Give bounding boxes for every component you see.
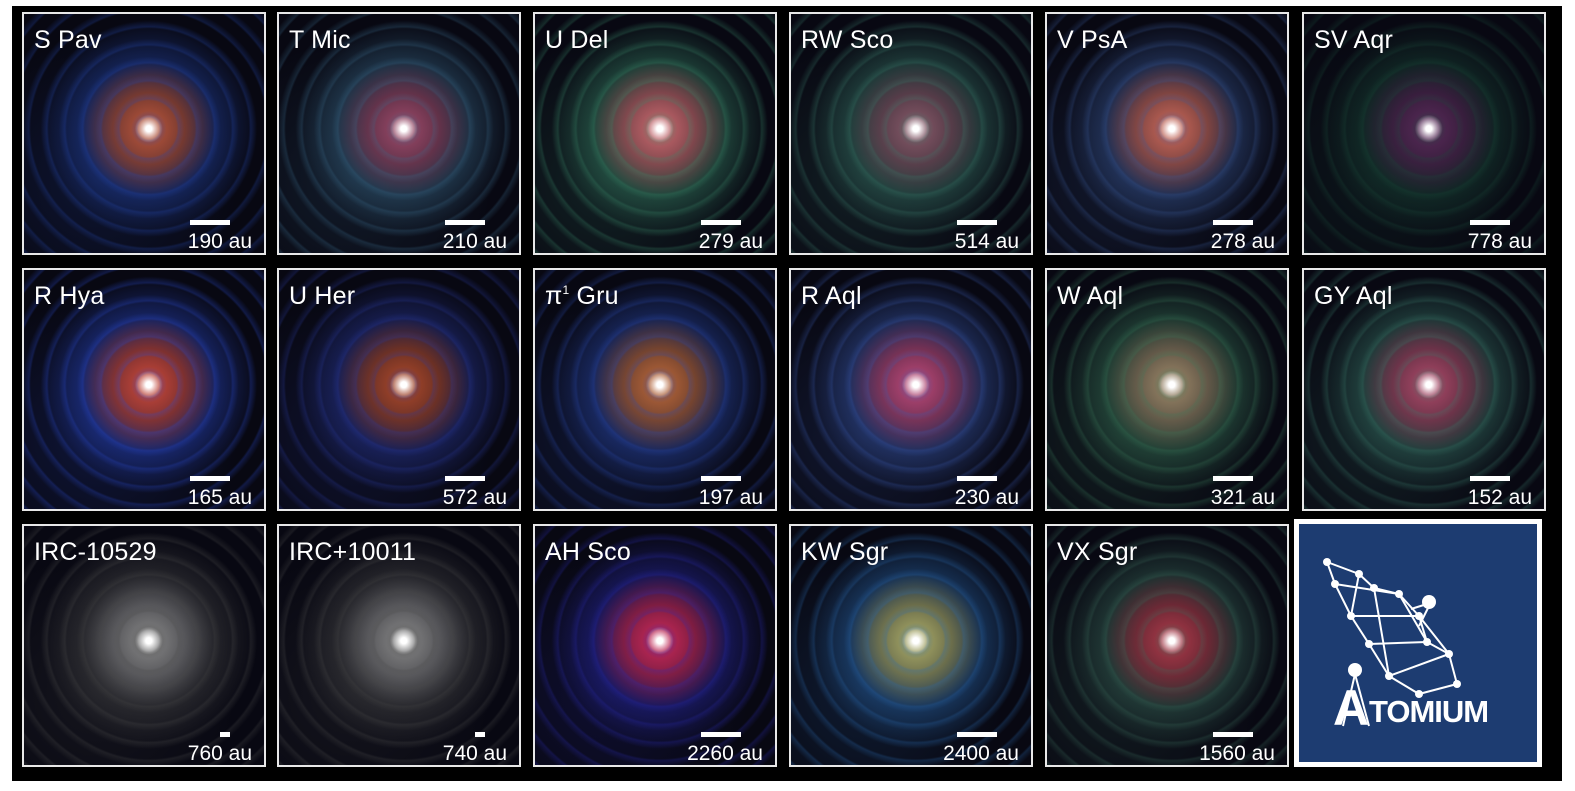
scale-bar — [190, 476, 230, 481]
nebula-image — [279, 270, 519, 509]
nebula-image — [1047, 526, 1287, 765]
nebula-image — [24, 14, 264, 253]
nebula-image — [1047, 14, 1287, 253]
star-panel: S Pav 190 au — [22, 12, 266, 255]
star-panel: W Aql 321 au — [1045, 268, 1289, 511]
scale-bar — [220, 732, 230, 737]
nebula-image — [791, 14, 1031, 253]
star-panel: V PsA 278 au — [1045, 12, 1289, 255]
star-name-label: U Her — [289, 282, 356, 310]
star-panel: R Aql 230 au — [789, 268, 1033, 511]
star-panel: KW Sgr 2400 au — [789, 524, 1033, 767]
scale-label: 2260 au — [687, 742, 763, 765]
star-panel: π1 Gru 197 au — [533, 268, 777, 511]
scale-bar — [1213, 732, 1253, 737]
scale-bar — [701, 732, 741, 737]
scale-label: 210 au — [442, 230, 507, 253]
atomium-logo: A TOMIUM — [1294, 519, 1542, 767]
scale-label: 321 au — [1210, 486, 1275, 509]
star-name-label: IRC-10529 — [34, 538, 157, 566]
nebula-image — [535, 526, 775, 765]
star-name-label: GY Aql — [1314, 282, 1393, 310]
star-panel: U Del 279 au — [533, 12, 777, 255]
star-panel: AH Sco 2260 au — [533, 524, 777, 767]
nebula-image — [791, 526, 1031, 765]
scale-bar — [701, 220, 741, 225]
star-panel: IRC+10011 740 au — [277, 524, 521, 767]
logo-wordmark: TOMIUM — [1369, 694, 1489, 729]
scale-label: 152 au — [1467, 486, 1532, 509]
star-name-label: SV Aqr — [1314, 26, 1394, 54]
star-name-label: KW Sgr — [801, 538, 889, 566]
scale-bar — [190, 220, 230, 225]
star-name-label: W Aql — [1057, 282, 1124, 310]
logo-letter-a: A — [1333, 680, 1370, 736]
scale-label: 514 au — [954, 230, 1019, 253]
scale-label: 760 au — [187, 742, 252, 765]
scale-bar — [957, 220, 997, 225]
star-name-label: R Hya — [34, 282, 105, 310]
star-panel: SV Aqr 778 au — [1302, 12, 1546, 255]
scale-bar — [957, 732, 997, 737]
nebula-image — [279, 526, 519, 765]
star-name-label: VX Sgr — [1057, 538, 1138, 566]
nebula-image — [1047, 270, 1287, 509]
star-panel: R Hya 165 au — [22, 268, 266, 511]
star-panel: U Her 572 au — [277, 268, 521, 511]
scale-label: 165 au — [187, 486, 252, 509]
scale-label: 279 au — [698, 230, 763, 253]
scale-label: 2400 au — [943, 742, 1019, 765]
star-panel: T Mic 210 au — [277, 12, 521, 255]
star-name-label: T Mic — [289, 26, 351, 54]
star-name-label: V PsA — [1057, 26, 1128, 54]
star-panel: RW Sco 514 au — [789, 12, 1033, 255]
star-name-label: IRC+10011 — [289, 538, 417, 566]
scale-bar — [1470, 220, 1510, 225]
star-name-label: U Del — [545, 26, 609, 54]
nebula-image — [1304, 270, 1544, 509]
telescope-network-icon — [1323, 558, 1461, 727]
nebula-image — [1304, 14, 1544, 253]
scale-bar — [1470, 476, 1510, 481]
scale-bar — [1213, 220, 1253, 225]
star-name-prefix: π — [545, 282, 563, 310]
scale-label: 190 au — [187, 230, 252, 253]
scale-label: 278 au — [1210, 230, 1275, 253]
star-name-superscript: 1 — [562, 283, 570, 297]
star-name-label: S Pav — [34, 26, 102, 54]
star-name-label: π1 Gru — [545, 282, 619, 311]
scale-label: 740 au — [442, 742, 507, 765]
scale-bar — [445, 476, 485, 481]
scale-label: 1560 au — [1199, 742, 1275, 765]
scale-bar — [957, 476, 997, 481]
nebula-image — [535, 14, 775, 253]
nebula-image — [279, 14, 519, 253]
nebula-image — [535, 270, 775, 509]
scale-label: 230 au — [954, 486, 1019, 509]
star-panel: VX Sgr 1560 au — [1045, 524, 1289, 767]
scale-bar — [1213, 476, 1253, 481]
nebula-image — [24, 270, 264, 509]
scale-label: 197 au — [698, 486, 763, 509]
scale-bar — [475, 732, 485, 737]
scale-label: 572 au — [442, 486, 507, 509]
star-name-label: R Aql — [801, 282, 862, 310]
star-name-label: RW Sco — [801, 26, 894, 54]
scale-bar — [701, 476, 741, 481]
star-panel: GY Aql 152 au — [1302, 268, 1546, 511]
scale-label: 778 au — [1467, 230, 1532, 253]
nebula-image — [791, 270, 1031, 509]
star-name-text: Gru — [576, 282, 619, 310]
nebula-image — [24, 526, 264, 765]
star-name-label: AH Sco — [545, 538, 631, 566]
star-panel: IRC-10529 760 au — [22, 524, 266, 767]
scale-bar — [445, 220, 485, 225]
